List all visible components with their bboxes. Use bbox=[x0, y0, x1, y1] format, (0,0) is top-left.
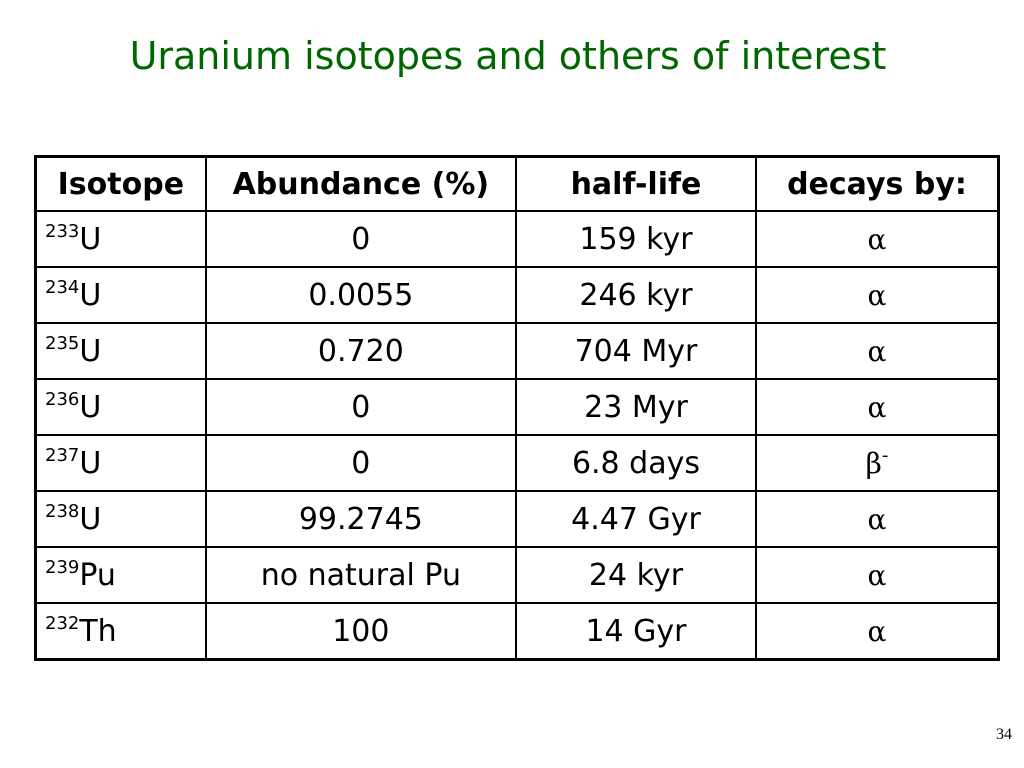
element-symbol: U bbox=[79, 277, 102, 313]
column-header: Abundance (%) bbox=[204, 155, 517, 212]
table-row: 235U 0.720 704 Myr α bbox=[34, 322, 1000, 380]
element-symbol: U bbox=[79, 501, 102, 537]
isotope-cell: 239Pu bbox=[34, 546, 207, 604]
isotope-cell: 237U bbox=[34, 434, 207, 492]
abundance-cell: 0 bbox=[204, 378, 517, 436]
half-life-cell: 159 kyr bbox=[514, 210, 757, 268]
decay-charge: - bbox=[881, 444, 889, 466]
decay-symbol: α bbox=[867, 502, 887, 536]
table-row: 238U 99.2745 4.47 Gyr α bbox=[34, 490, 1000, 548]
page-number: 34 bbox=[996, 726, 1012, 743]
half-life-cell: 23 Myr bbox=[514, 378, 757, 436]
decay-cell: α bbox=[754, 490, 1000, 548]
element-symbol: U bbox=[79, 445, 102, 481]
mass-number: 233 bbox=[45, 220, 80, 242]
abundance-cell: 0 bbox=[204, 210, 517, 268]
decay-symbol: α bbox=[867, 614, 887, 648]
decay-cell: α bbox=[754, 546, 1000, 604]
mass-number: 234 bbox=[45, 276, 80, 298]
abundance-cell: 100 bbox=[204, 602, 517, 661]
mass-number: 238 bbox=[45, 500, 80, 522]
decay-cell: β- bbox=[754, 434, 1000, 492]
decay-symbol: α bbox=[867, 334, 887, 368]
abundance-cell: 0 bbox=[204, 434, 517, 492]
decay-cell: α bbox=[754, 322, 1000, 380]
half-life-cell: 704 Myr bbox=[514, 322, 757, 380]
column-header: Isotope bbox=[34, 155, 207, 212]
abundance-cell: no natural Pu bbox=[204, 546, 517, 604]
half-life-cell: 14 Gyr bbox=[514, 602, 757, 661]
mass-number: 239 bbox=[45, 556, 80, 578]
element-symbol: U bbox=[79, 221, 102, 257]
isotope-cell: 233U bbox=[34, 210, 207, 268]
element-symbol: Th bbox=[79, 613, 117, 649]
decay-cell: α bbox=[754, 378, 1000, 436]
slide-title: Uranium isotopes and others of interest bbox=[129, 34, 887, 78]
element-symbol: U bbox=[79, 389, 102, 425]
isotope-cell: 234U bbox=[34, 266, 207, 324]
decay-symbol: β bbox=[865, 446, 882, 480]
isotope-cell: 238U bbox=[34, 490, 207, 548]
isotope-table: Isotope Abundance (%) half-life decays by: … bbox=[34, 155, 1000, 661]
mass-number: 232 bbox=[45, 612, 80, 634]
abundance-cell: 0.0055 bbox=[204, 266, 517, 324]
header-row: Isotope Abundance (%) half-life decays by: bbox=[34, 155, 1000, 212]
table-row: 232Th 100 14 Gyr α bbox=[34, 602, 1000, 661]
element-symbol: Pu bbox=[79, 557, 116, 593]
half-life-cell: 24 kyr bbox=[514, 546, 757, 604]
table-body: 233U 0 159 kyr α 234U 0.0055 246 kyr α 235U 0.720… bbox=[34, 210, 1000, 661]
decay-symbol: α bbox=[867, 558, 887, 592]
table-row: 234U 0.0055 246 kyr α bbox=[34, 266, 1000, 324]
column-header: half-life bbox=[514, 155, 757, 212]
table-row: 233U 0 159 kyr α bbox=[34, 210, 1000, 268]
isotope-cell: 232Th bbox=[34, 602, 207, 661]
decay-cell: α bbox=[754, 266, 1000, 324]
decay-cell: α bbox=[754, 210, 1000, 268]
decay-symbol: α bbox=[867, 222, 887, 256]
table-row: 237U 0 6.8 days β- bbox=[34, 434, 1000, 492]
half-life-cell: 4.47 Gyr bbox=[514, 490, 757, 548]
abundance-cell: 0.720 bbox=[204, 322, 517, 380]
mass-number: 235 bbox=[45, 332, 80, 354]
abundance-cell: 99.2745 bbox=[204, 490, 517, 548]
table-head: Isotope Abundance (%) half-life decays by: bbox=[34, 155, 1000, 212]
isotope-cell: 235U bbox=[34, 322, 207, 380]
column-header: decays by: bbox=[754, 155, 1000, 212]
mass-number: 236 bbox=[45, 388, 80, 410]
decay-cell: α bbox=[754, 602, 1000, 661]
table-row: 236U 0 23 Myr α bbox=[34, 378, 1000, 436]
half-life-cell: 246 kyr bbox=[514, 266, 757, 324]
isotope-cell: 236U bbox=[34, 378, 207, 436]
element-symbol: U bbox=[79, 333, 102, 369]
table-row: 239Pu no natural Pu 24 kyr α bbox=[34, 546, 1000, 604]
decay-symbol: α bbox=[867, 278, 887, 312]
decay-symbol: α bbox=[867, 390, 887, 424]
mass-number: 237 bbox=[45, 444, 80, 466]
half-life-cell: 6.8 days bbox=[514, 434, 757, 492]
